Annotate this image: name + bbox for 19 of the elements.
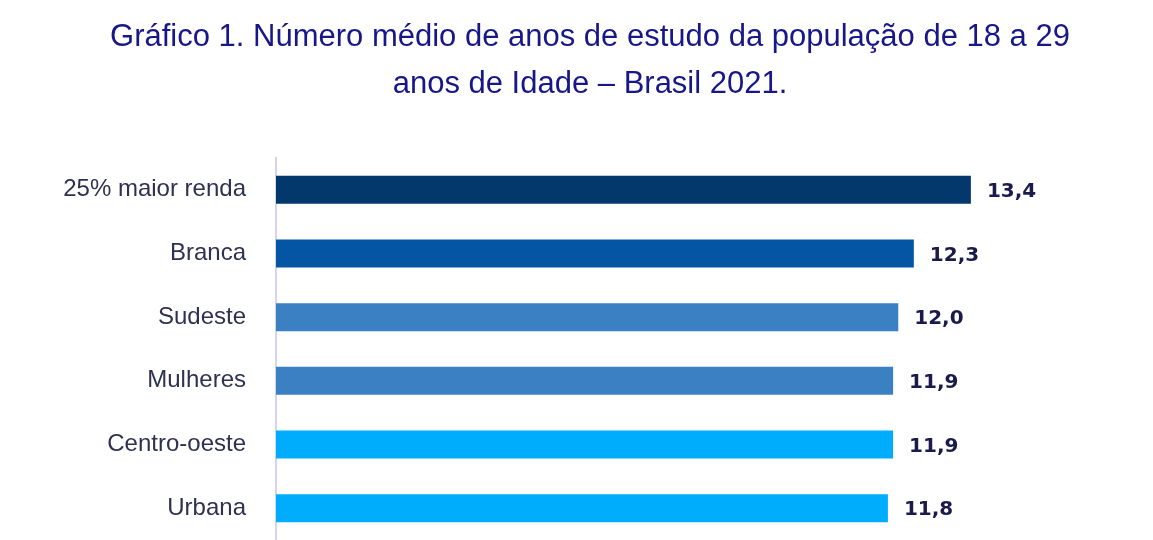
bar <box>276 494 888 523</box>
data-label: 11,8 <box>903 496 954 521</box>
bar <box>276 175 971 204</box>
y-tick-label: Centro-oeste <box>107 429 246 457</box>
y-tick-label: Branca <box>169 238 247 266</box>
chart-title: Gráfico 1. Número médio de anos de estudo da população de 18 a 29 anos de Idade – Brasil 2021. <box>110 17 1070 102</box>
data-label: 11,9 <box>909 432 959 457</box>
data-label: 13,4 <box>986 178 1037 203</box>
bar <box>276 366 894 395</box>
bar <box>276 303 899 332</box>
y-tick-label: 25% maior renda <box>63 174 247 202</box>
y-tick-label: Mulheres <box>147 365 246 393</box>
data-label: 12,3 <box>929 241 980 266</box>
data-label: 12,0 <box>914 305 964 330</box>
bar <box>276 239 914 268</box>
y-tick-label: Urbana <box>167 492 247 520</box>
data-label: 11,9 <box>909 369 959 394</box>
y-tick-label: Sudeste <box>157 301 246 329</box>
bar <box>276 430 894 459</box>
